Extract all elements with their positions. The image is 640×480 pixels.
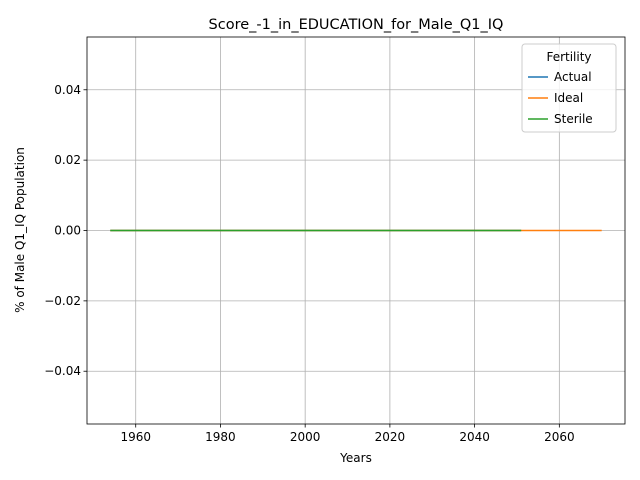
legend-label-sterile: Sterile	[554, 112, 593, 126]
x-axis-ticks: 1960 1980 2000 2020 2040 2060	[120, 424, 574, 444]
y-tick-label: −0.04	[44, 364, 81, 378]
y-axis-ticks: −0.04 −0.02 0.00 0.02 0.04	[44, 83, 87, 378]
x-tick-label: 2060	[544, 430, 575, 444]
legend-label-ideal: Ideal	[554, 91, 583, 105]
legend: Fertility Actual Ideal Sterile	[522, 44, 616, 132]
y-tick-label: 0.02	[54, 153, 81, 167]
x-axis-label: Years	[339, 451, 372, 465]
x-tick-label: 1980	[205, 430, 236, 444]
y-tick-label: −0.02	[44, 294, 81, 308]
legend-label-actual: Actual	[554, 70, 592, 84]
x-tick-label: 1960	[120, 430, 151, 444]
x-tick-label: 2020	[375, 430, 406, 444]
y-tick-label: 0.04	[54, 83, 81, 97]
legend-title: Fertility	[546, 50, 591, 64]
chart-title: Score_-1_in_EDUCATION_for_Male_Q1_IQ	[209, 17, 504, 33]
x-tick-label: 2040	[459, 430, 490, 444]
x-tick-label: 2000	[290, 430, 321, 444]
y-tick-label: 0.00	[54, 224, 81, 238]
y-axis-label: % of Male Q1_IQ Population	[13, 147, 27, 313]
